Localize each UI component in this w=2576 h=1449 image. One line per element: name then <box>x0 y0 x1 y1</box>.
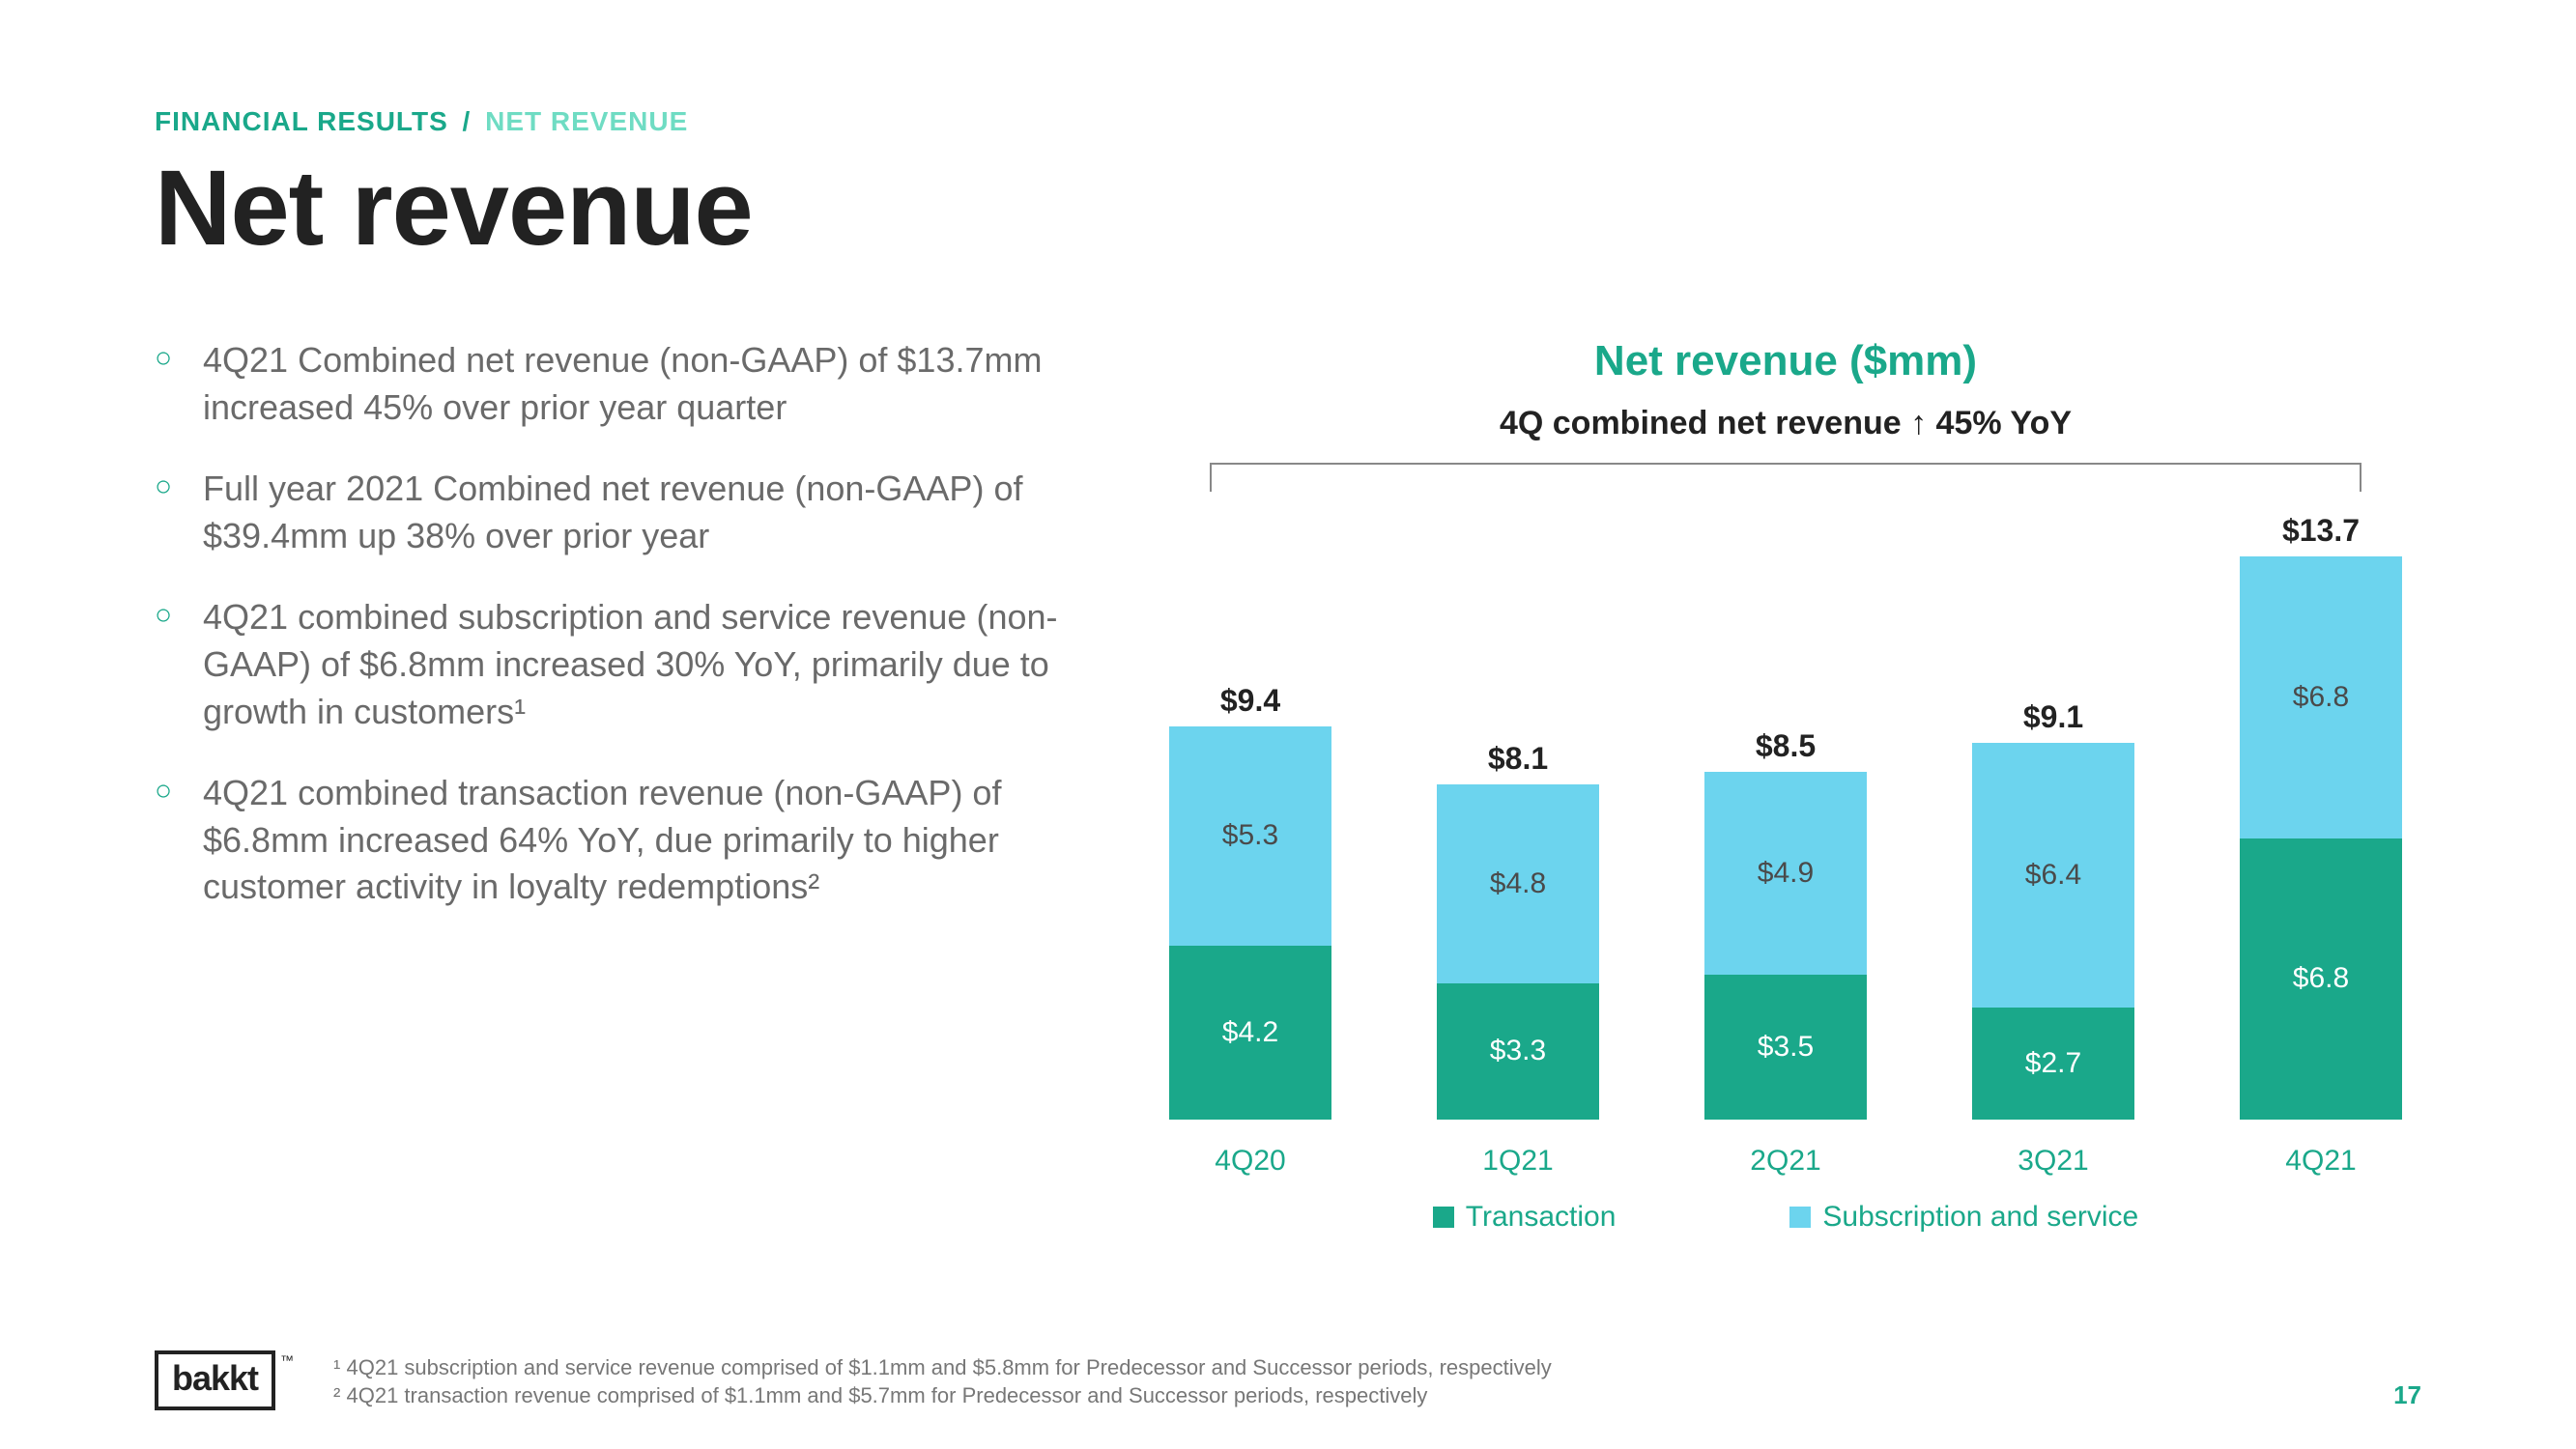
bars-area: $9.4 $4.2$5.3 $8.1 $3.3$4.8 $8.5 $3.5$4.9 $9.1… <box>1150 540 2421 1120</box>
bar-segment-subscription: $5.3 <box>1169 726 1331 946</box>
annotation-text: 4Q combined net revenue ↑ 45% YoY <box>1150 405 2421 442</box>
x-axis: 4Q20 1Q21 2Q21 3Q21 4Q21 <box>1150 1145 2421 1178</box>
bar-stack: $2.7$6.4 <box>1972 743 2134 1120</box>
footnote: ² 4Q21 transaction revenue comprised of … <box>333 1381 2393 1410</box>
footnote: ¹ 4Q21 subscription and service revenue … <box>333 1353 2393 1382</box>
bar-group: $9.4 $4.2$5.3 <box>1169 683 1331 1120</box>
bar-total-label: $13.7 <box>2282 513 2360 549</box>
footnotes: ¹ 4Q21 subscription and service revenue … <box>333 1353 2393 1410</box>
breadcrumb-part2: NET REVENUE <box>485 106 688 136</box>
bar-stack: $3.3$4.8 <box>1437 784 1599 1120</box>
bar-segment-transaction: $6.8 <box>2240 838 2402 1120</box>
chart-annotation: 4Q combined net revenue ↑ 45% YoY <box>1150 405 2421 492</box>
breadcrumb: FINANCIAL RESULTS / NET REVENUE <box>155 106 2421 137</box>
x-axis-label: 1Q21 <box>1437 1145 1599 1178</box>
bar-group: $9.1 $2.7$6.4 <box>1972 699 2134 1120</box>
bar-segment-subscription: $6.8 <box>2240 556 2402 838</box>
bar-segment-transaction: $3.3 <box>1437 983 1599 1120</box>
slide: FINANCIAL RESULTS / NET REVENUE Net reve… <box>0 0 2576 1449</box>
brand-logo: bakkt <box>155 1350 275 1410</box>
bar-group: $8.5 $3.5$4.9 <box>1704 728 1867 1120</box>
chart-title: Net revenue ($mm) <box>1150 337 2421 385</box>
page-title: Net revenue <box>155 147 2421 270</box>
bar-chart: $9.4 $4.2$5.3 $8.1 $3.3$4.8 $8.5 $3.5$4.9 $9.1… <box>1150 501 2421 1178</box>
content-row: 4Q21 Combined net revenue (non-GAAP) of … <box>155 337 2421 1234</box>
bar-stack: $3.5$4.9 <box>1704 772 1867 1120</box>
bar-group: $8.1 $3.3$4.8 <box>1437 741 1599 1120</box>
annotation-bracket <box>1210 463 2361 490</box>
bullet-list: 4Q21 Combined net revenue (non-GAAP) of … <box>155 337 1092 911</box>
page-number: 17 <box>2393 1380 2421 1410</box>
bullet-item: 4Q21 combined transaction revenue (non-G… <box>155 770 1092 911</box>
breadcrumb-part1: FINANCIAL RESULTS <box>155 106 448 136</box>
bar-total-label: $8.5 <box>1756 728 1816 764</box>
bullet-item: 4Q21 Combined net revenue (non-GAAP) of … <box>155 337 1092 431</box>
x-axis-label: 4Q21 <box>2240 1145 2402 1178</box>
bar-segment-transaction: $3.5 <box>1704 975 1867 1120</box>
bullets-column: 4Q21 Combined net revenue (non-GAAP) of … <box>155 337 1092 1234</box>
bar-total-label: $9.1 <box>2023 699 2083 735</box>
bar-segment-transaction: $4.2 <box>1169 946 1331 1120</box>
bullet-item: 4Q21 combined subscription and service r… <box>155 594 1092 735</box>
bar-stack: $6.8$6.8 <box>2240 556 2402 1120</box>
x-axis-label: 3Q21 <box>1972 1145 2134 1178</box>
legend-swatch-icon <box>1789 1207 1811 1228</box>
bar-segment-subscription: $4.9 <box>1704 772 1867 975</box>
annotation-post: 45% YoY <box>1927 405 2072 441</box>
bar-segment-transaction: $2.7 <box>1972 1008 2134 1120</box>
footer: bakkt ¹ 4Q21 subscription and service re… <box>155 1350 2421 1410</box>
chart-column: Net revenue ($mm) 4Q combined net revenu… <box>1150 337 2421 1234</box>
bar-total-label: $8.1 <box>1488 741 1548 777</box>
annotation-pre: 4Q combined net revenue <box>1500 405 1910 441</box>
bar-group: $13.7 $6.8$6.8 <box>2240 513 2402 1120</box>
bar-stack: $4.2$5.3 <box>1169 726 1331 1120</box>
x-axis-label: 4Q20 <box>1169 1145 1331 1178</box>
legend-item-subscription: Subscription and service <box>1789 1201 2138 1234</box>
bar-total-label: $9.4 <box>1220 683 1280 719</box>
bar-segment-subscription: $6.4 <box>1972 743 2134 1008</box>
legend-label: Subscription and service <box>1822 1201 2138 1234</box>
x-axis-label: 2Q21 <box>1704 1145 1867 1178</box>
legend-label: Transaction <box>1466 1201 1617 1234</box>
bullet-item: Full year 2021 Combined net revenue (non… <box>155 466 1092 559</box>
chart-legend: Transaction Subscription and service <box>1150 1201 2421 1234</box>
breadcrumb-sep: / <box>463 106 472 136</box>
up-arrow-icon: ↑ <box>1910 405 1927 442</box>
bar-segment-subscription: $4.8 <box>1437 784 1599 983</box>
legend-item-transaction: Transaction <box>1433 1201 1617 1234</box>
legend-swatch-icon <box>1433 1207 1454 1228</box>
